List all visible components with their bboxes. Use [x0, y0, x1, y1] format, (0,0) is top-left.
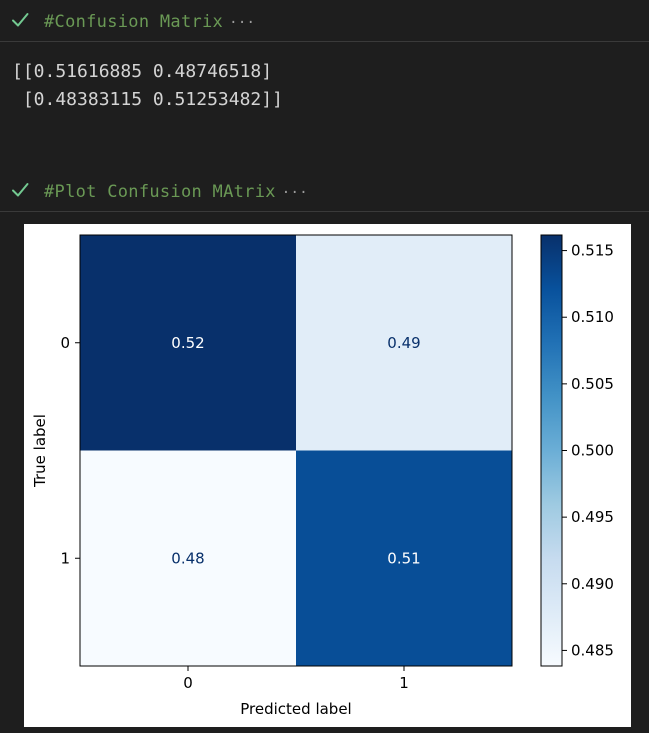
x-tick-label: 1: [399, 674, 409, 692]
colorbar-tick-label: 0.505: [571, 375, 614, 393]
cell-title: #Confusion Matrix ···: [44, 12, 255, 32]
cell-divider: [0, 41, 649, 42]
check-icon: [12, 13, 29, 27]
matrix-cell: [296, 235, 512, 451]
y-tick-label: 1: [60, 549, 70, 567]
plot-output: 0.52 0.49 0.48 0.51 0 1 0 1 Predicted label T…: [24, 224, 631, 727]
cell-title: #Plot Confusion MAtrix ···: [44, 182, 308, 202]
y-axis-label: True label: [31, 414, 49, 488]
cell-header-confusion-matrix[interactable]: #Confusion Matrix ···: [0, 2, 649, 38]
matrix-cell: [296, 450, 512, 666]
cell-title-text: #Confusion Matrix: [44, 12, 224, 32]
y-tick-label: 0: [60, 334, 70, 352]
x-tick-label: 0: [183, 674, 193, 692]
x-axis-label: Predicted label: [240, 700, 351, 718]
more-actions-icon[interactable]: ···: [229, 15, 256, 31]
more-actions-icon[interactable]: ···: [281, 185, 308, 201]
matrix-frame: [79, 234, 513, 667]
cell-title-text: #Plot Confusion MAtrix: [44, 182, 276, 202]
colorbar-tick-label: 0.495: [571, 508, 614, 526]
cell-output: [[0.51616885 0.48746518] [0.48383115 0.5…: [12, 58, 283, 114]
cell-value-label: 0.48: [171, 549, 204, 567]
cell-value-label: 0.52: [171, 334, 204, 352]
colorbar-tick-label: 0.490: [571, 575, 614, 593]
colorbar-tick-label: 0.515: [571, 242, 614, 260]
confusion-matrix-chart: 0.52 0.49 0.48 0.51 0 1 0 1 Predicted label T…: [31, 234, 614, 718]
cell-value-label: 0.51: [387, 549, 420, 567]
matrix-cell: [80, 235, 296, 451]
colorbar-tick-label: 0.510: [571, 308, 614, 326]
cell-divider: [0, 211, 649, 212]
output-line: [0.48383115 0.51253482]]: [12, 89, 283, 110]
colorbar: [540, 234, 563, 667]
cell-header-plot-confusion-matrix[interactable]: #Plot Confusion MAtrix ···: [0, 172, 649, 208]
matrix-cell: [80, 450, 296, 666]
colorbar-tick-label: 0.485: [571, 641, 614, 659]
cell-value-label: 0.49: [387, 334, 420, 352]
colorbar-tick-label: 0.500: [571, 442, 614, 460]
check-icon: [12, 183, 29, 197]
output-line: [[0.51616885 0.48746518]: [12, 61, 273, 82]
